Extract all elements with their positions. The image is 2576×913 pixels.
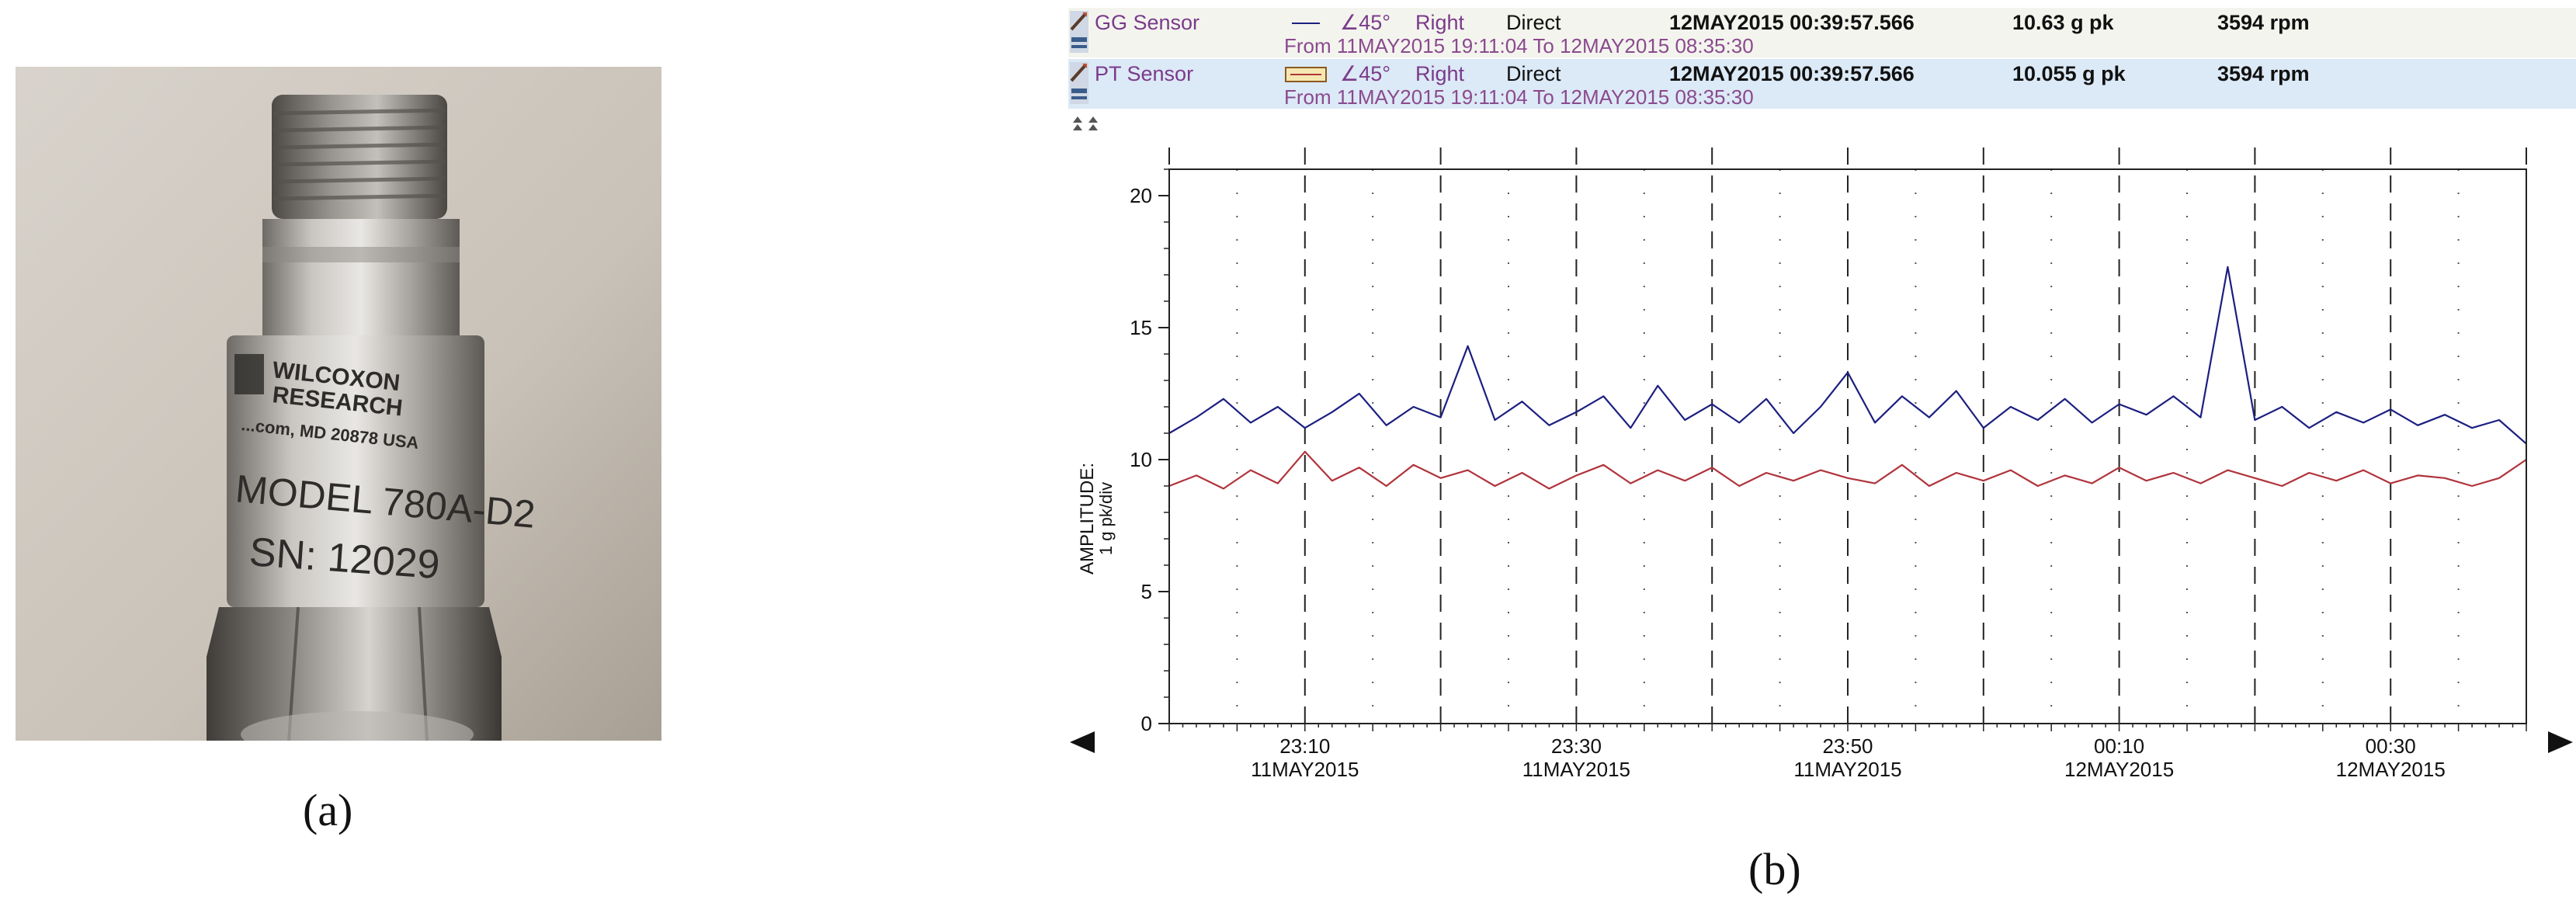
scroll-left-arrow-icon[interactable] — [1070, 731, 1095, 753]
sensor-amplitude: 10.63 g pk — [2012, 11, 2114, 34]
sensor-angle: ∠45° — [1340, 11, 1391, 34]
y-tick-label: 0 — [1141, 712, 1152, 735]
panel-a-label: (a) — [303, 785, 353, 835]
sensor-mode: Direct — [1506, 62, 1561, 85]
sensor-speed: 3594 rpm — [2217, 62, 2310, 85]
scroll-right-arrow-icon[interactable] — [2548, 731, 2573, 753]
collapse-toggle-icon[interactable] — [1070, 113, 1104, 134]
panel-b-label: (b) — [1748, 844, 1801, 894]
sensor-row-gg[interactable]: GG Sensor ∠45° Right Direct 12MAY2015 00… — [1068, 8, 2576, 57]
sensor-row-icon — [1070, 62, 1088, 104]
x-tick-date-label: 11MAY2015 — [1251, 758, 1359, 781]
sensor-timestamp: 12MAY2015 00:39:57.566 — [1669, 62, 1915, 85]
sensor-name: PT Sensor — [1095, 62, 1194, 85]
series-line-gg — [1168, 266, 2527, 445]
gg-line-swatch — [1292, 23, 1320, 24]
series-line-pt — [1168, 450, 2527, 490]
sensor-mode: Direct — [1506, 11, 1561, 34]
x-tick-label: 23:30 — [1551, 734, 1602, 758]
y-axis-label: AMPLITUDE: — [1077, 463, 1098, 575]
sensor-direction: Right — [1415, 11, 1465, 34]
sensor-name: GG Sensor — [1095, 11, 1200, 34]
trend-viewer: GG Sensor ∠45° Right Direct 12MAY2015 00… — [1068, 6, 2576, 790]
x-tick-label: 23:50 — [1822, 734, 1873, 758]
x-tick-label: 00:30 — [2366, 734, 2416, 758]
x-tick-label: 23:10 — [1279, 734, 1330, 758]
x-tick-date-label: 11MAY2015 — [1793, 758, 1901, 781]
sensor-range: From 11MAY2015 19:11:04 To 12MAY2015 08:… — [1284, 85, 1754, 109]
trend-chart: 0510152023:1011MAY201523:3011MAY201523:5… — [1070, 148, 2573, 781]
x-tick-date-label: 12MAY2015 — [2336, 758, 2446, 781]
sensor-amplitude: 10.055 g pk — [2012, 62, 2126, 85]
x-tick-label: 00:10 — [2094, 734, 2144, 758]
x-tick-date-label: 11MAY2015 — [1522, 758, 1630, 781]
y-tick-label: 10 — [1130, 448, 1152, 471]
y-tick-label: 20 — [1130, 184, 1152, 207]
x-tick-date-label: 12MAY2015 — [2064, 758, 2174, 781]
sensor-speed: 3594 rpm — [2217, 11, 2310, 34]
sensor-row-icon — [1070, 11, 1088, 53]
pt-selected-swatch — [1285, 67, 1327, 82]
sensor-row-pt[interactable]: PT Sensor ∠45° Right Direct 12MAY2015 00… — [1068, 59, 2576, 109]
y-tick-label: 15 — [1130, 316, 1152, 339]
plot-frame — [1168, 168, 2527, 724]
sensor-timestamp: 12MAY2015 00:39:57.566 — [1669, 11, 1915, 34]
accelerometer-image: WILCOXON RESEARCH ...com, MD 20878 USA M… — [16, 67, 661, 741]
y-tick-label: 5 — [1141, 580, 1152, 603]
y-axis-unit: 1 g pk/div — [1096, 482, 1116, 555]
sensor-range: From 11MAY2015 19:11:04 To 12MAY2015 08:… — [1284, 34, 1754, 57]
sensor-photo: WILCOXON RESEARCH ...com, MD 20878 USA M… — [16, 67, 661, 741]
sensor-angle: ∠45° — [1340, 62, 1391, 85]
sensor-direction: Right — [1415, 62, 1465, 85]
